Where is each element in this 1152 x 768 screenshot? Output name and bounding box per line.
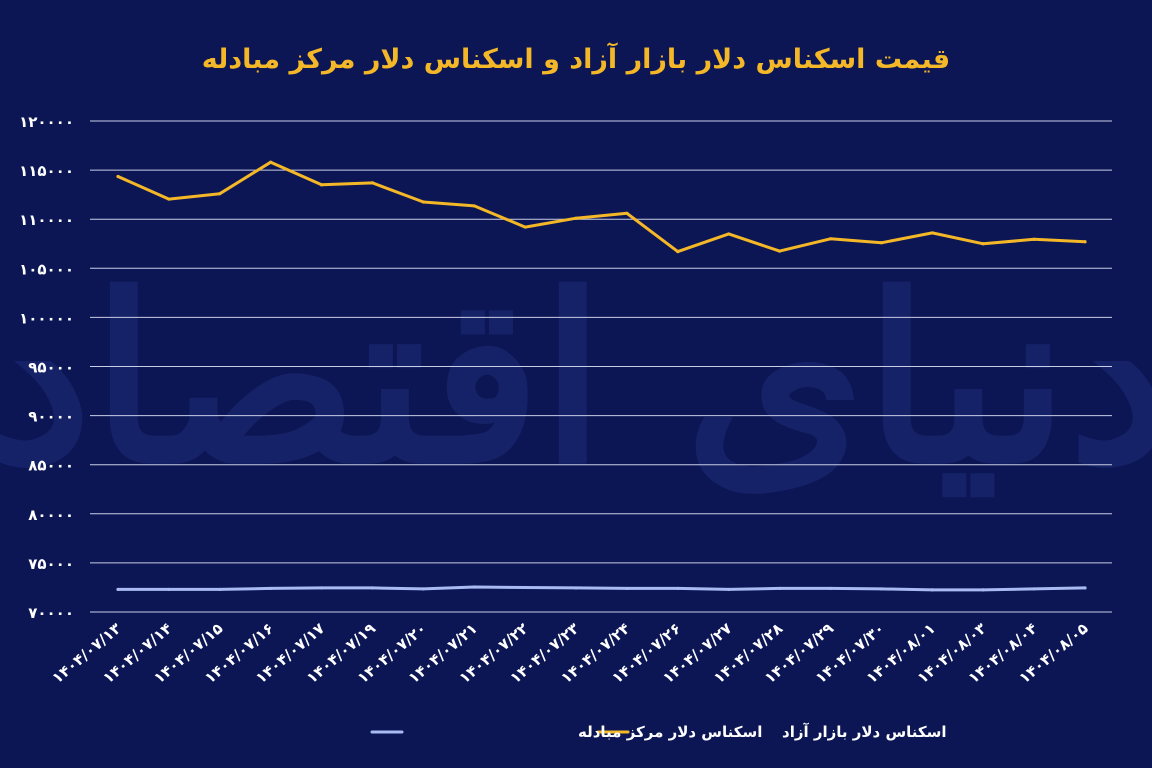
data-point: [523, 585, 527, 590]
grid-layer: [90, 120, 1112, 613]
data-point: [116, 174, 120, 179]
chart-title: قیمت اسکناس دلار بازار آزاد و اسکناس دلا…: [202, 42, 950, 75]
data-point: [676, 250, 680, 254]
data-point: [778, 586, 782, 591]
data-point: [1083, 586, 1087, 590]
legend-label-1: اسکناس دلار مرکز مبادله: [578, 723, 762, 741]
y-tick-label: ۹۰۰۰۰: [28, 408, 74, 426]
y-tick-label: ۱۰۰۰۰۰: [19, 309, 74, 327]
y-tick-label: ۱۱۰۰۰۰: [19, 211, 74, 229]
data-point: [116, 587, 120, 592]
y-axis-ticks: ۷۰۰۰۰ ۷۵۰۰۰ ۸۰۰۰۰ ۸۵۰۰۰ ۹۰۰۰۰ ۹۵۰۰۰ ۱۰۰۰۰۰ ۱۰۵۰…: [19, 113, 74, 622]
legend: اسکناس دلار بازار آزاد اسکناس دلار مرکز م…: [370, 723, 947, 741]
y-tick-label: ۸۰۰۰۰: [28, 506, 74, 524]
data-point: [1083, 240, 1087, 244]
y-tick-label: ۱۰۵۰۰۰: [19, 260, 74, 278]
data-point: [319, 183, 324, 187]
data-point: [879, 587, 884, 591]
data-point: [574, 586, 578, 590]
data-point: [828, 237, 833, 241]
data-point: [828, 586, 833, 591]
data-point: [625, 586, 629, 591]
data-point: [981, 588, 985, 592]
data-point: [167, 587, 171, 592]
data-point: [421, 587, 425, 591]
data-point: [1032, 587, 1036, 591]
data-point: [370, 181, 375, 185]
y-tick-label: ۱۱۵۰۰۰: [19, 162, 74, 180]
series-line-0: [116, 160, 1087, 254]
data-point: [625, 211, 629, 215]
legend-label-0: اسکناس دلار بازار آزاد: [782, 723, 947, 741]
y-tick-label: ۷۵۰۰۰: [28, 555, 74, 573]
data-point: [727, 232, 731, 236]
data-point: [421, 200, 425, 204]
series-layer: [116, 160, 1087, 592]
data-point: [1032, 237, 1036, 241]
data-point: [370, 586, 375, 590]
data-point: [167, 197, 171, 201]
data-point: [930, 231, 934, 235]
data-point: [778, 249, 782, 253]
x-axis-ticks: ۱۴۰۴/۰۷/۱۳۱۴۰۴/۰۷/۱۴۱۴۰۴/۰۷/۱۵۱۴۰۴/۰۷/۱۶…: [48, 619, 1091, 687]
y-tick-label: ۹۵۰۰۰: [28, 359, 74, 377]
data-point: [727, 587, 731, 592]
y-tick-label: ۱۲۰۰۰۰: [19, 113, 74, 131]
data-point: [218, 587, 222, 592]
data-point: [472, 204, 476, 208]
data-point: [269, 160, 273, 164]
y-tick-label: ۸۵۰۰۰: [28, 457, 74, 475]
data-point: [472, 585, 476, 589]
y-tick-label: ۷۰۰۰۰: [28, 604, 74, 622]
data-point: [930, 588, 934, 592]
data-point: [574, 216, 578, 220]
data-point: [981, 242, 985, 246]
data-point: [523, 225, 527, 229]
data-point: [269, 586, 273, 591]
series-line-1: [116, 585, 1087, 592]
data-point: [676, 586, 680, 591]
watermark: دنیای اقتصاد: [0, 245, 1152, 515]
data-point: [319, 586, 324, 590]
data-point: [218, 192, 222, 196]
data-point: [879, 241, 884, 245]
